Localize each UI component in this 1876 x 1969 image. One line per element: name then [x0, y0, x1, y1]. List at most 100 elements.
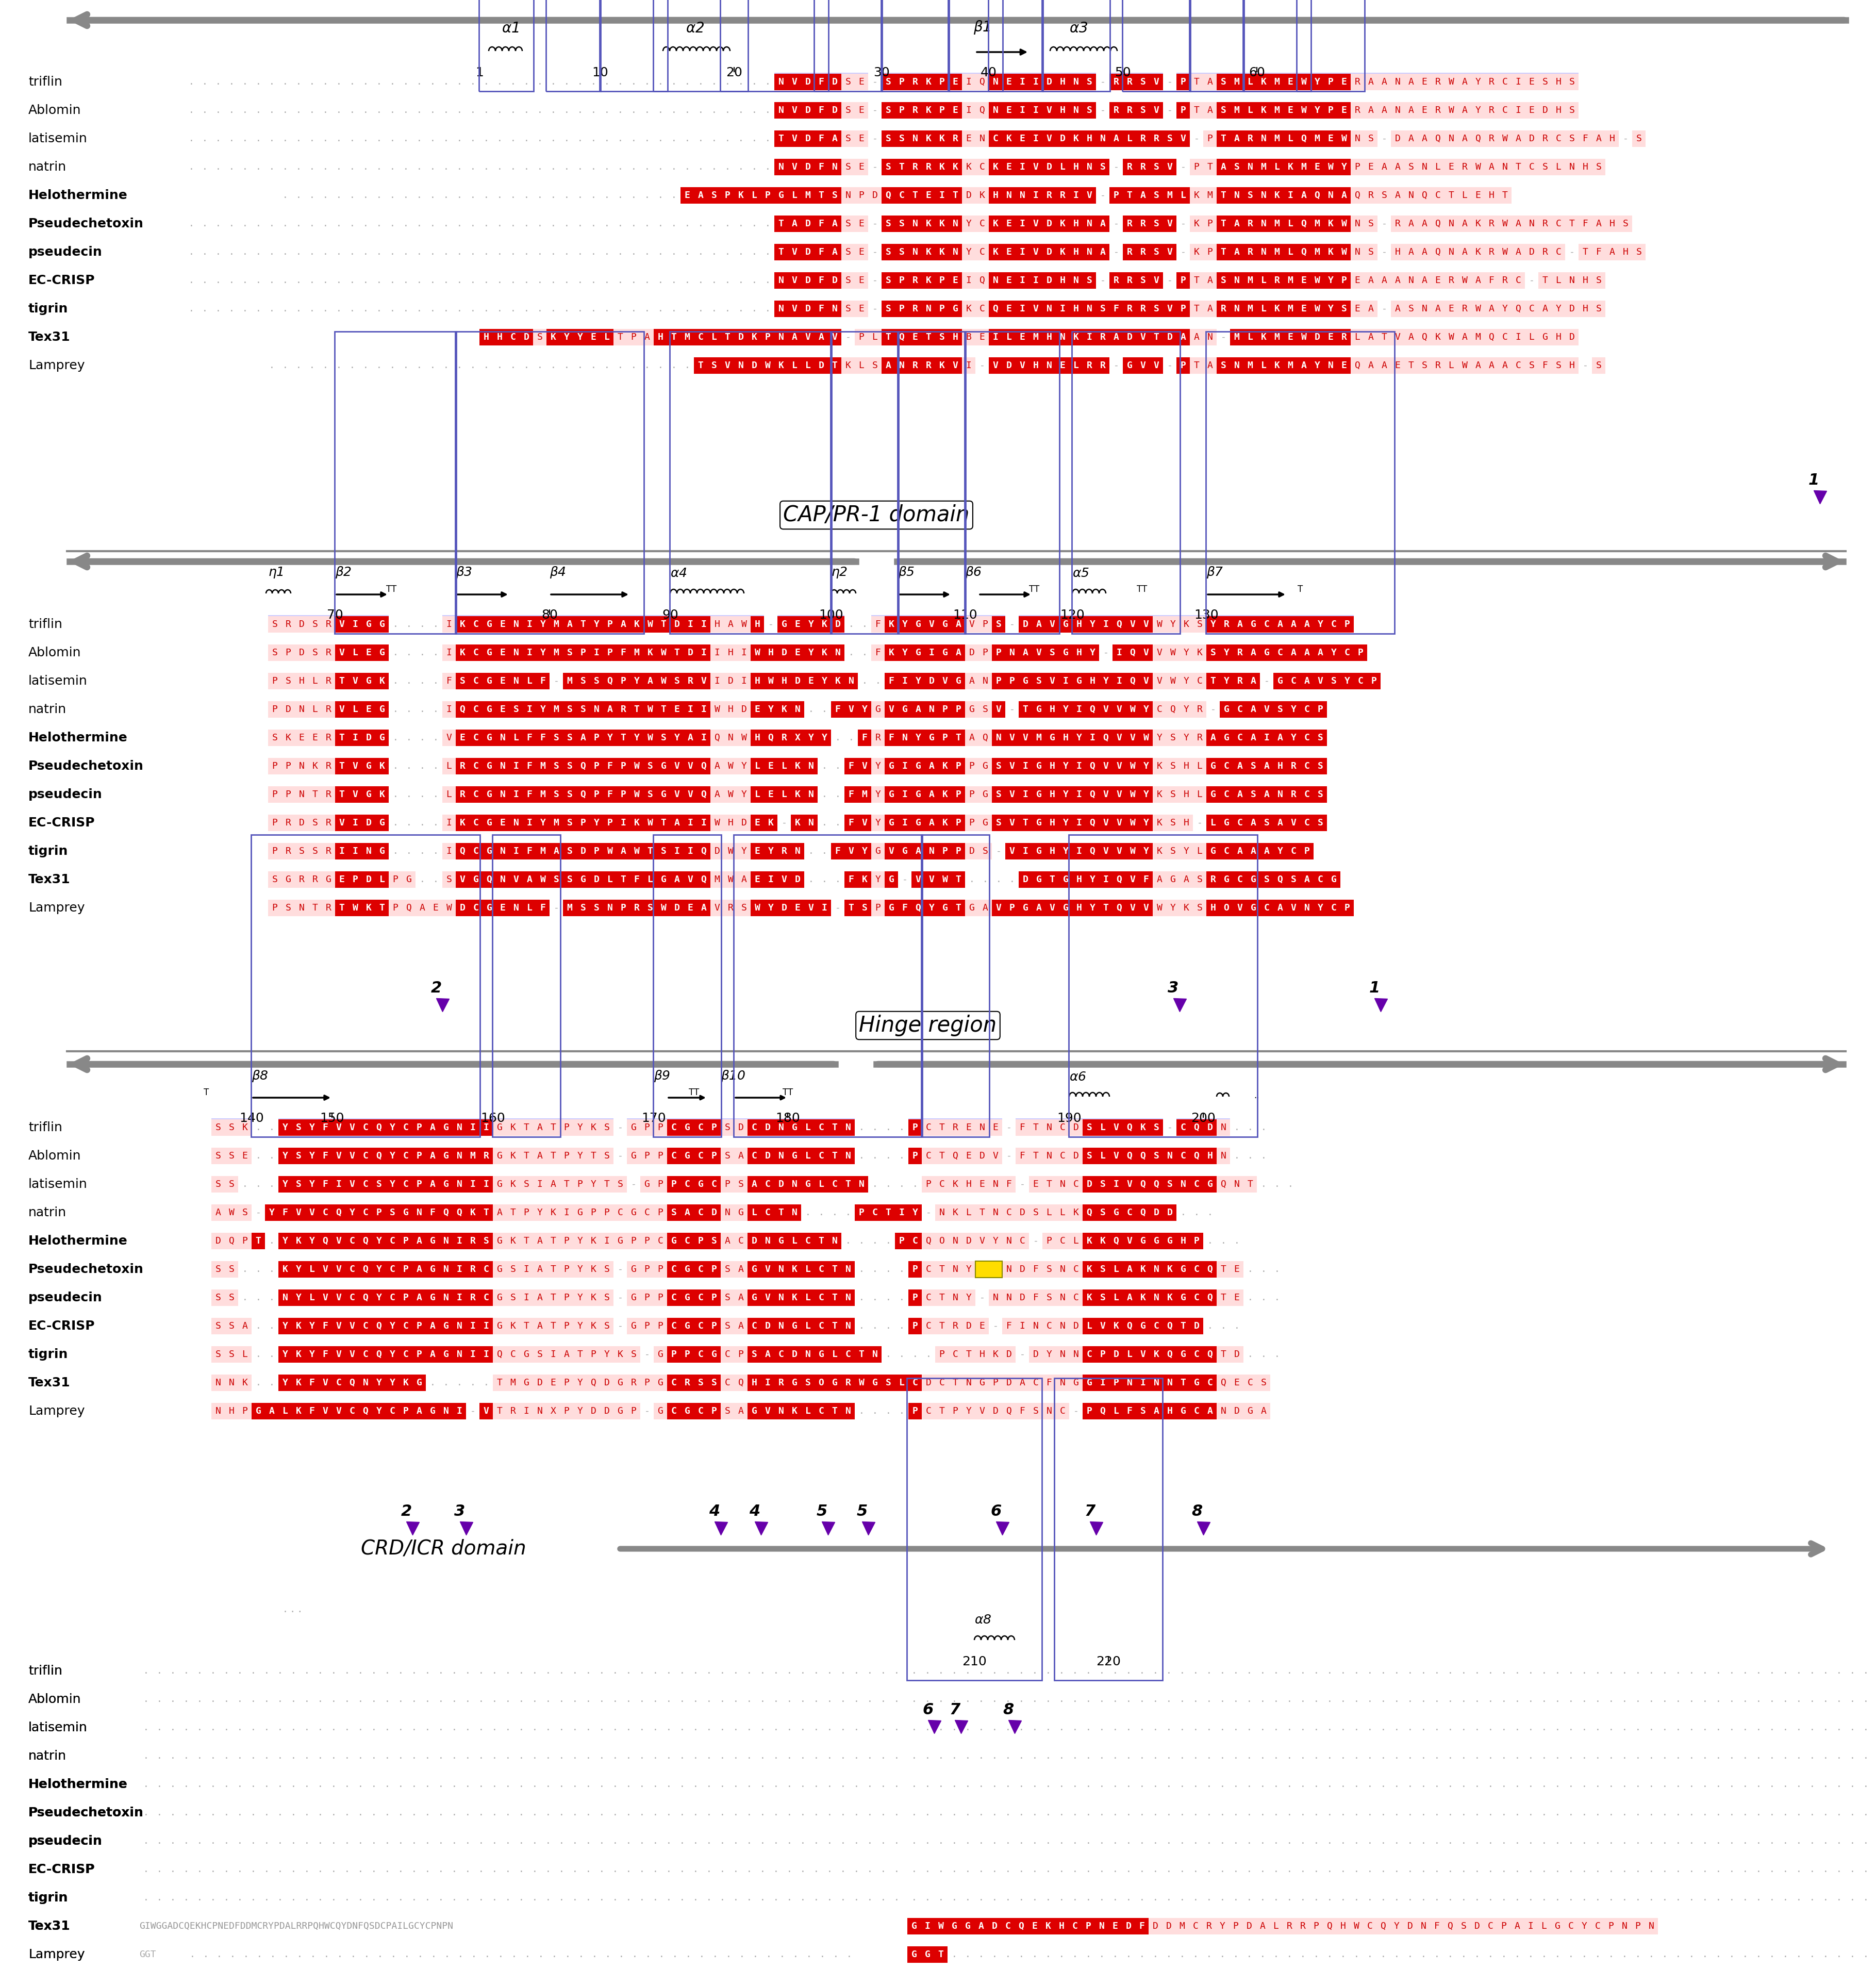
Text: Q: Q: [1167, 1351, 1172, 1359]
Text: tigrin: tigrin: [28, 845, 68, 857]
Text: .: .: [1514, 1780, 1520, 1790]
Text: .: .: [591, 134, 597, 144]
Text: G: G: [979, 1378, 985, 1388]
Bar: [895, 73, 908, 91]
Text: .: .: [630, 134, 636, 144]
Text: .: .: [854, 1695, 859, 1703]
Bar: [1189, 159, 1203, 175]
Bar: [1015, 1148, 1030, 1164]
Text: .: .: [203, 1949, 208, 1959]
Bar: [814, 73, 827, 91]
Text: F: F: [874, 620, 880, 628]
Text: .: .: [617, 219, 623, 228]
Bar: [1112, 843, 1126, 860]
Bar: [979, 786, 992, 803]
Bar: [349, 673, 362, 689]
Text: W: W: [660, 648, 666, 658]
Text: .: .: [197, 1666, 203, 1676]
Text: .: .: [349, 219, 355, 228]
Text: R: R: [1368, 191, 1373, 201]
Bar: [1405, 215, 1418, 232]
Bar: [268, 843, 281, 860]
Bar: [212, 1148, 225, 1164]
Bar: [1471, 73, 1484, 91]
Text: V: V: [848, 705, 854, 715]
Text: .: .: [658, 360, 664, 370]
Bar: [840, 1374, 855, 1390]
Text: V: V: [1103, 705, 1109, 715]
Text: T: T: [979, 1209, 985, 1217]
Text: .: .: [698, 161, 704, 171]
Text: .: .: [1608, 1837, 1613, 1845]
Text: .: .: [1636, 1837, 1642, 1845]
Text: D: D: [366, 732, 371, 742]
Text: .: .: [1259, 1723, 1264, 1733]
Bar: [777, 786, 792, 803]
Text: N: N: [456, 1351, 461, 1359]
Bar: [934, 1118, 949, 1136]
Bar: [976, 1402, 989, 1420]
Bar: [1377, 73, 1390, 91]
Text: N: N: [846, 1406, 852, 1416]
Text: A: A: [420, 904, 426, 912]
Text: .: .: [310, 134, 315, 144]
Text: L: L: [281, 1406, 287, 1416]
Bar: [1019, 616, 1032, 632]
Bar: [992, 616, 1006, 632]
Text: .: .: [814, 1723, 820, 1733]
Bar: [792, 644, 805, 662]
Bar: [600, 1374, 613, 1390]
Text: .: .: [1112, 1837, 1118, 1845]
Text: A: A: [537, 1122, 542, 1132]
Bar: [520, 1118, 533, 1136]
Text: K: K: [1328, 248, 1334, 256]
Text: A: A: [1251, 819, 1257, 827]
Text: .: .: [538, 1949, 544, 1959]
Text: .: .: [304, 1865, 310, 1874]
Text: .: .: [1527, 1894, 1533, 1902]
Text: .: .: [1300, 1865, 1306, 1874]
Text: .: .: [632, 1949, 638, 1959]
Bar: [533, 1233, 546, 1248]
Text: .: .: [465, 1837, 471, 1845]
Bar: [949, 1148, 962, 1164]
Bar: [400, 1402, 413, 1420]
Text: .: .: [546, 1865, 552, 1874]
Text: .: .: [893, 1666, 899, 1676]
Bar: [1218, 244, 1231, 260]
Text: .: .: [184, 1894, 189, 1902]
Text: X: X: [550, 1406, 555, 1416]
Text: .: .: [437, 1723, 443, 1733]
Text: .: .: [403, 161, 409, 171]
Text: .: .: [1782, 1837, 1788, 1845]
Text: .: .: [672, 219, 677, 228]
Bar: [493, 1374, 507, 1390]
Bar: [1109, 130, 1124, 148]
Text: K: K: [795, 819, 801, 827]
Text: .: .: [559, 1695, 565, 1703]
Text: .: .: [1475, 1695, 1480, 1703]
Bar: [1274, 644, 1287, 662]
Text: .: .: [1287, 1780, 1293, 1790]
Bar: [426, 1347, 439, 1363]
Text: T: T: [724, 333, 730, 343]
Text: .: .: [323, 248, 328, 256]
Text: V: V: [929, 874, 934, 884]
Bar: [1139, 673, 1152, 689]
Bar: [493, 1402, 507, 1420]
Bar: [1109, 1317, 1124, 1335]
Text: P: P: [621, 762, 627, 770]
Text: G: G: [1022, 677, 1028, 685]
Bar: [1082, 329, 1096, 345]
Bar: [1499, 102, 1512, 118]
Text: .: .: [323, 161, 328, 171]
Text: .: .: [1568, 1949, 1574, 1959]
Text: .: .: [752, 219, 758, 228]
Text: .: .: [859, 1237, 865, 1246]
Text: P: P: [1608, 1922, 1613, 1932]
Text: .: .: [625, 1894, 630, 1902]
Text: .: .: [713, 1949, 719, 1959]
Text: R: R: [630, 1378, 636, 1388]
Text: N: N: [1073, 1351, 1079, 1359]
Text: .: .: [1339, 1666, 1345, 1676]
